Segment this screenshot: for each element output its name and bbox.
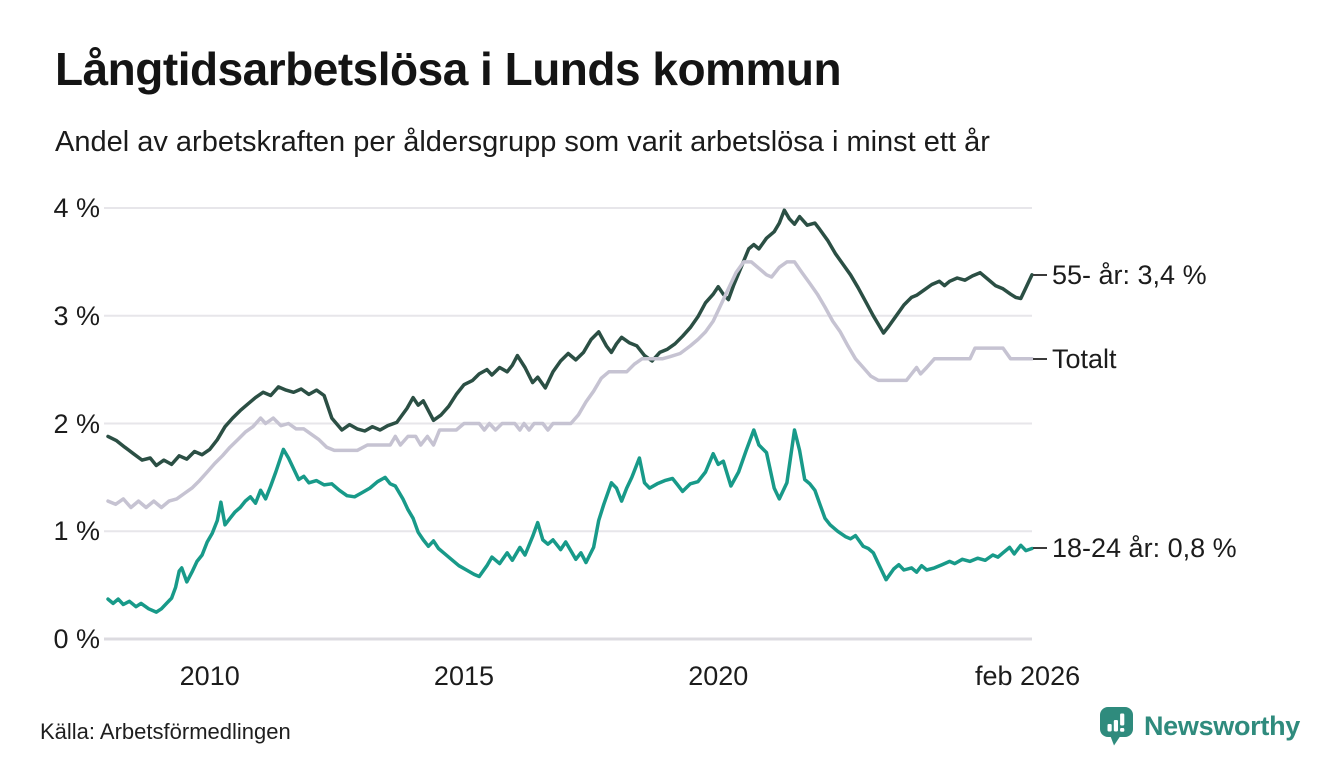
series-end-label-totalt: Totalt	[1033, 340, 1117, 378]
x-tick-label: 2015	[433, 661, 494, 691]
leader-dash-icon	[1033, 547, 1047, 550]
brand-name: Newsworthy	[1143, 710, 1300, 741]
series-end-label-text: Totalt	[1052, 343, 1117, 374]
x-tick-label: 2020	[688, 661, 749, 691]
series-end-label-18-24: 18-24 år: 0,8 %	[1033, 529, 1237, 567]
x-tick-label: 2010	[179, 661, 240, 691]
x-tick-label: feb 2026	[975, 661, 1081, 691]
y-tick-label: 0 %	[53, 624, 100, 654]
series-end-label-text: 18-24 år: 0,8 %	[1052, 533, 1237, 564]
leader-dash-icon	[1033, 273, 1047, 276]
source-note: Källa: Arbetsförmedlingen	[40, 719, 291, 744]
y-tick-label: 3 %	[53, 300, 100, 331]
page-title: Långtidsarbetslösa i Lunds kommun	[55, 43, 842, 95]
brand-logo: Newsworthy	[1099, 706, 1300, 746]
series-end-label-55plus: 55- år: 3,4 %	[1033, 256, 1207, 294]
series-end-label-text: 55- år: 3,4 %	[1052, 259, 1207, 290]
newsworthy-bar-chart-speech-bubble-icon	[1099, 707, 1133, 746]
y-tick-label: 2 %	[53, 408, 100, 439]
page-subtitle: Andel av arbetskraften per åldersgrupp s…	[55, 126, 990, 158]
y-tick-label: 1 %	[53, 516, 100, 547]
series-lines	[106, 208, 1034, 614]
y-tick-label: 4 %	[53, 193, 100, 223]
leader-dash-icon	[1033, 357, 1047, 360]
